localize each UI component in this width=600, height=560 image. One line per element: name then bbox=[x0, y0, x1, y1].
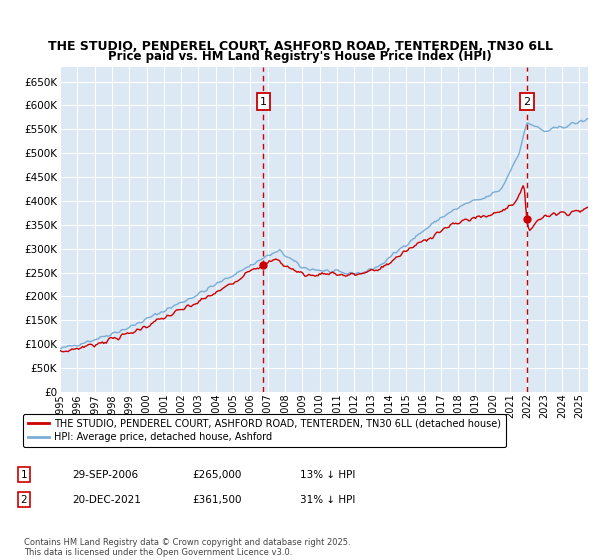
Text: £361,500: £361,500 bbox=[192, 494, 241, 505]
Text: Price paid vs. HM Land Registry's House Price Index (HPI): Price paid vs. HM Land Registry's House … bbox=[108, 50, 492, 63]
Legend: THE STUDIO, PENDEREL COURT, ASHFORD ROAD, TENTERDEN, TN30 6LL (detached house), : THE STUDIO, PENDEREL COURT, ASHFORD ROAD… bbox=[23, 414, 506, 447]
Text: 1: 1 bbox=[260, 96, 267, 106]
Text: 20-DEC-2021: 20-DEC-2021 bbox=[72, 494, 141, 505]
Text: 31% ↓ HPI: 31% ↓ HPI bbox=[300, 494, 355, 505]
Text: 2: 2 bbox=[20, 494, 28, 505]
Text: THE STUDIO, PENDEREL COURT, ASHFORD ROAD, TENTERDEN, TN30 6LL: THE STUDIO, PENDEREL COURT, ASHFORD ROAD… bbox=[47, 40, 553, 53]
Text: 2: 2 bbox=[523, 96, 530, 106]
Text: 13% ↓ HPI: 13% ↓ HPI bbox=[300, 470, 355, 480]
Text: £265,000: £265,000 bbox=[192, 470, 241, 480]
Text: 29-SEP-2006: 29-SEP-2006 bbox=[72, 470, 138, 480]
Text: 1: 1 bbox=[20, 470, 28, 480]
Text: Contains HM Land Registry data © Crown copyright and database right 2025.
This d: Contains HM Land Registry data © Crown c… bbox=[24, 538, 350, 557]
